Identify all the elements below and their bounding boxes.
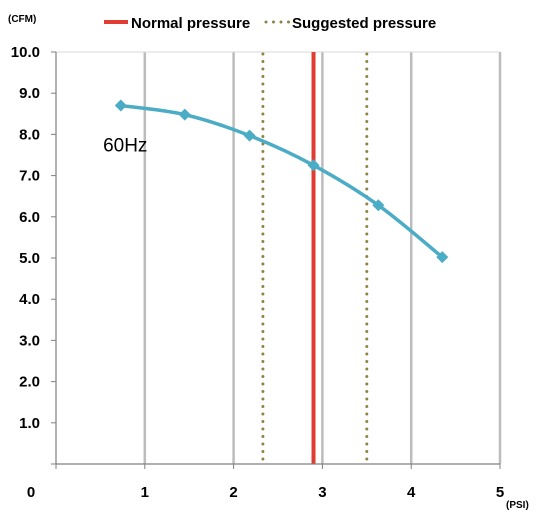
- x-axis-unit-label: (PSI): [506, 500, 529, 511]
- y-tick-label: 6.0: [19, 209, 40, 226]
- x-tick-label: 5: [496, 484, 504, 501]
- reference-lines: [261, 52, 369, 466]
- legend-label-suggested-pressure: Suggested pressure: [292, 15, 436, 32]
- legend-label-normal-pressure: Normal pressure: [131, 15, 250, 32]
- x-tick-label: 1: [141, 484, 149, 501]
- y-tick-label: 7.0: [19, 168, 40, 185]
- series-layer: [114, 99, 449, 264]
- data-point-marker: [372, 199, 385, 212]
- series-line: [120, 103, 444, 259]
- data-point-marker: [243, 129, 256, 142]
- y-tick-label: 9.0: [19, 85, 40, 102]
- y-tick-label: 1.0: [19, 415, 40, 432]
- tick-labels: 1.0 2.0 3.0 4.0 5.0 6.0 7.0 8.0 9.0 10.0 0 1 2 3 4 5 (CF…: [8, 14, 529, 511]
- y-tick-label: 8.0: [19, 126, 40, 143]
- data-point-marker: [436, 251, 449, 264]
- data-point-marker: [114, 99, 127, 112]
- y-tick-label: 4.0: [19, 291, 40, 308]
- x-tick-label: 4: [407, 484, 416, 501]
- x-tick-label: 2: [229, 484, 237, 501]
- data-point-marker: [307, 159, 320, 172]
- legend: Normal pressure Suggested pressure: [104, 15, 436, 32]
- x-tick-label: 3: [318, 484, 326, 501]
- y-tick-label: 3.0: [19, 332, 40, 349]
- grid-lines: [56, 51, 502, 464]
- y-tick-label: 2.0: [19, 374, 40, 391]
- y-tick-label: 10.0: [11, 44, 40, 61]
- annotations: 60Hz: [103, 136, 147, 157]
- data-point-marker: [178, 108, 191, 121]
- y-axis-unit-label: (CFM): [8, 14, 36, 25]
- annotation-label: 60Hz: [103, 136, 147, 157]
- x-tick-label: 0: [27, 484, 35, 501]
- axes: [51, 51, 501, 469]
- y-tick-label: 5.0: [19, 250, 40, 267]
